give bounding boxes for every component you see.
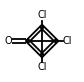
Text: Cl: Cl bbox=[37, 62, 47, 72]
Text: Cl: Cl bbox=[37, 10, 47, 20]
Text: Cl: Cl bbox=[62, 36, 72, 46]
Text: O: O bbox=[4, 36, 12, 46]
